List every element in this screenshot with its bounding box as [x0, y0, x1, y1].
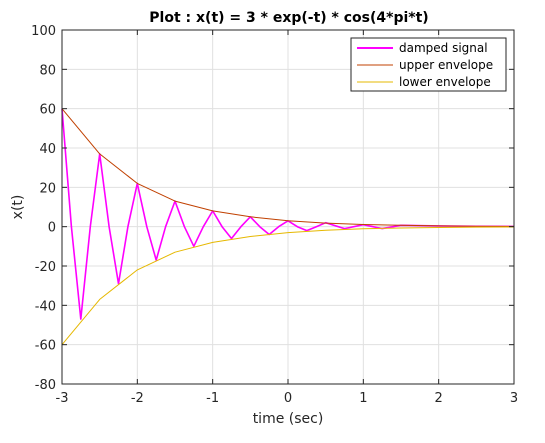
y-tick-label: -20 [35, 260, 56, 275]
x-tick-label: 3 [510, 391, 518, 406]
legend-entry-damped-signal: damped signal [399, 41, 488, 55]
y-tick-label: 0 [48, 221, 56, 236]
series-group [61, 108, 515, 346]
x-tick-label: -2 [131, 391, 144, 406]
series-line-lower-envelope [61, 226, 515, 346]
x-tick-label: -3 [56, 391, 69, 406]
x-tick-label: 0 [284, 391, 292, 406]
chart-title: Plot : x(t) = 3 * exp(-t) * cos(4*pi*t) [149, 10, 428, 26]
legend-entry-upper-envelope: upper envelope [399, 58, 493, 72]
series-line-upper-envelope [61, 108, 515, 227]
y-tick-label: -40 [35, 299, 56, 314]
y-tick-label: 100 [31, 24, 56, 39]
x-axis-label: time (sec) [253, 411, 324, 427]
y-tick-label: 60 [39, 103, 56, 118]
y-tick-label: -60 [35, 339, 56, 354]
y-tick-label: 40 [39, 142, 56, 157]
x-tick-label: 2 [435, 391, 443, 406]
legend: damped signal upper envelope lower envel… [350, 37, 507, 92]
y-tick-label: 80 [39, 63, 56, 78]
x-tick-label: 1 [359, 391, 367, 406]
y-tick-label: -80 [35, 378, 56, 393]
x-tick-label: -1 [206, 391, 219, 406]
ticks: -3 -2 -1 0 1 2 3 -80 -60 -40 -20 0 20 40 60 80 100 [31, 24, 518, 406]
legend-entry-lower-envelope: lower envelope [399, 75, 491, 89]
series-line-damped-signal [61, 108, 515, 320]
y-tick-label: 20 [39, 181, 56, 196]
y-axis-label: x(t) [10, 195, 26, 220]
